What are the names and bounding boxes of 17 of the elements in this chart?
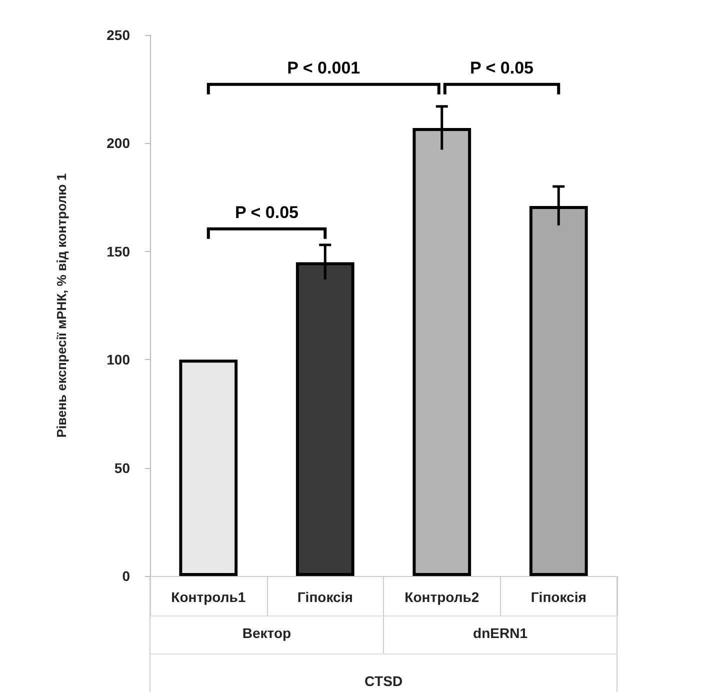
text: dnERN1 [473,625,528,641]
text: Вектор [242,625,292,641]
annotation: P < 0.001 [287,58,360,78]
x-tick-label: Контроль2 [404,589,480,605]
y-tick-label: 50 [114,460,130,476]
y-tick-label: 150 [106,243,130,260]
y-axis-title: Рівень експресії мРНК, % від контролю 1 [54,173,69,438]
annotation: P < 0.05 [470,58,534,78]
x-axis-title: CTSD [364,673,403,689]
y-tick-label: 100 [106,352,130,368]
y-tick-label: 200 [106,135,130,152]
x-tick-label: Контроль1 [171,589,246,605]
y-tick-label: 0 [122,568,130,584]
x-tick-label: Гіпоксія [530,589,586,605]
y-tick-label: 250 [106,27,130,43]
annotation: P < 0.05 [235,202,298,222]
x-tick-label: Гіпоксія [297,589,353,605]
